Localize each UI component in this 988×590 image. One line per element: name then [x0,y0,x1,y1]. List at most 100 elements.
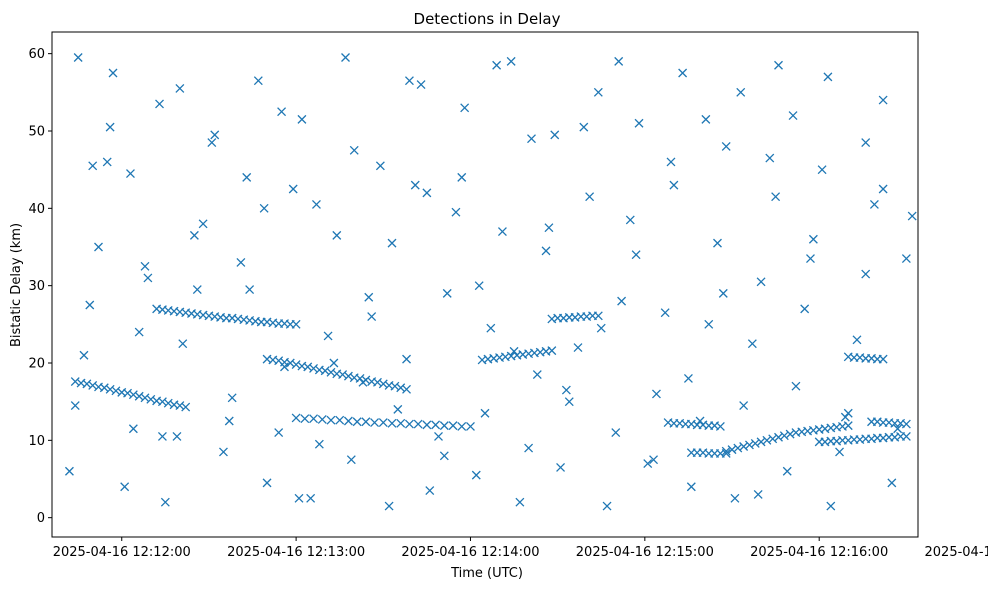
detection-marker [840,412,850,422]
detection-marker [649,455,659,465]
detection-marker [556,462,566,472]
detection-marker [602,501,612,511]
detection-marker [207,138,217,148]
detection-marker [835,447,844,457]
detection-marker [585,192,595,202]
detection-marker [701,114,711,124]
detection-marker [126,169,135,178]
detection-marker [338,370,348,380]
detection-marker [779,431,789,441]
detection-marker [375,161,385,171]
detection-marker [416,80,426,90]
detection-marker [561,385,571,395]
detection-marker [800,304,810,314]
x-tick-label: 2025-04-16 12:12:00 [53,545,191,560]
detection-marker [294,493,304,503]
detection-marker [160,497,170,507]
y-axis-ticks: 0 10 20 30 40 50 60 [28,47,52,526]
detection-marker [352,417,362,427]
detection-marker [901,432,911,441]
detection-marker [480,408,490,418]
detection-marker [128,390,138,400]
detection-marker [181,402,191,412]
y-tick-label: 10 [28,434,45,449]
detection-marker [105,384,115,394]
detection-marker [402,384,411,394]
detection-marker [326,367,336,377]
detection-marker [364,292,374,302]
detection-marker [253,76,263,86]
detection-marker [753,490,763,499]
detection-marker [361,417,371,427]
detection-marker [666,157,676,167]
detection-marker [393,404,403,414]
detection-marker [99,383,109,393]
detection-marker [242,172,252,182]
detection-marker [756,437,766,447]
detection-marker [471,470,481,480]
detection-marker [678,68,688,78]
x-tick-label: 2025-04-16 12:13:00 [227,545,365,560]
detection-marker [85,300,95,310]
detection-marker [422,188,432,198]
detection-marker [218,447,228,457]
detection-marker [727,445,737,455]
detection-marker [198,219,208,229]
detection-marker [750,438,760,448]
detection-marker [808,234,818,244]
detection-marker [155,99,164,109]
detection-marker [387,418,397,428]
detection-marker [579,122,589,132]
detection-marker [527,134,536,144]
detection-marker [747,339,757,349]
detection-marker [593,311,603,321]
detection-marker [120,482,130,492]
detection-marker [547,346,557,356]
detection-marker [367,312,377,322]
detection-marker [94,242,103,252]
detection-marker [128,424,138,434]
detection-marker [466,421,475,431]
detection-marker [474,281,484,291]
detection-marker [878,354,888,364]
detection-marker [843,408,853,418]
detection-marker [102,157,112,167]
detection-marker [123,388,133,398]
detection-marker [88,161,98,171]
detection-marker [396,383,406,393]
y-tick-label: 50 [28,124,45,139]
detection-marker [192,285,202,294]
detection-marker [274,428,284,438]
detection-marker [573,343,583,352]
detection-marker [492,60,502,70]
x-tick-label: 2025-04-16 12:14:00 [401,545,539,560]
detection-marker [771,192,781,202]
y-axis-label: Bistatic Delay (km) [9,223,24,347]
detection-marker [823,72,833,82]
detection-marker [451,207,461,217]
detection-marker [410,180,420,190]
detection-marker [245,285,255,294]
detection-marker [878,184,888,194]
detection-marker [431,420,441,430]
detection-marker [309,363,319,373]
detection-marker [387,238,397,248]
detection-marker [643,459,653,468]
detection-marker [901,419,911,429]
y-tick-label: 0 [37,511,45,526]
detection-marker [140,393,150,403]
detection-marker [384,501,394,511]
detection-marker [634,118,644,128]
detection-marker [442,288,452,298]
detection-marker [358,377,368,387]
detection-marker [718,288,728,298]
detection-marker [878,95,888,105]
detection-marker [306,493,316,503]
detection-marker [210,130,220,140]
detection-marker [713,238,722,248]
detection-marker [178,339,188,349]
detection-marker [733,443,743,453]
detection-marker [108,68,118,78]
detection-marker [460,103,470,113]
detection-marker [70,401,80,410]
